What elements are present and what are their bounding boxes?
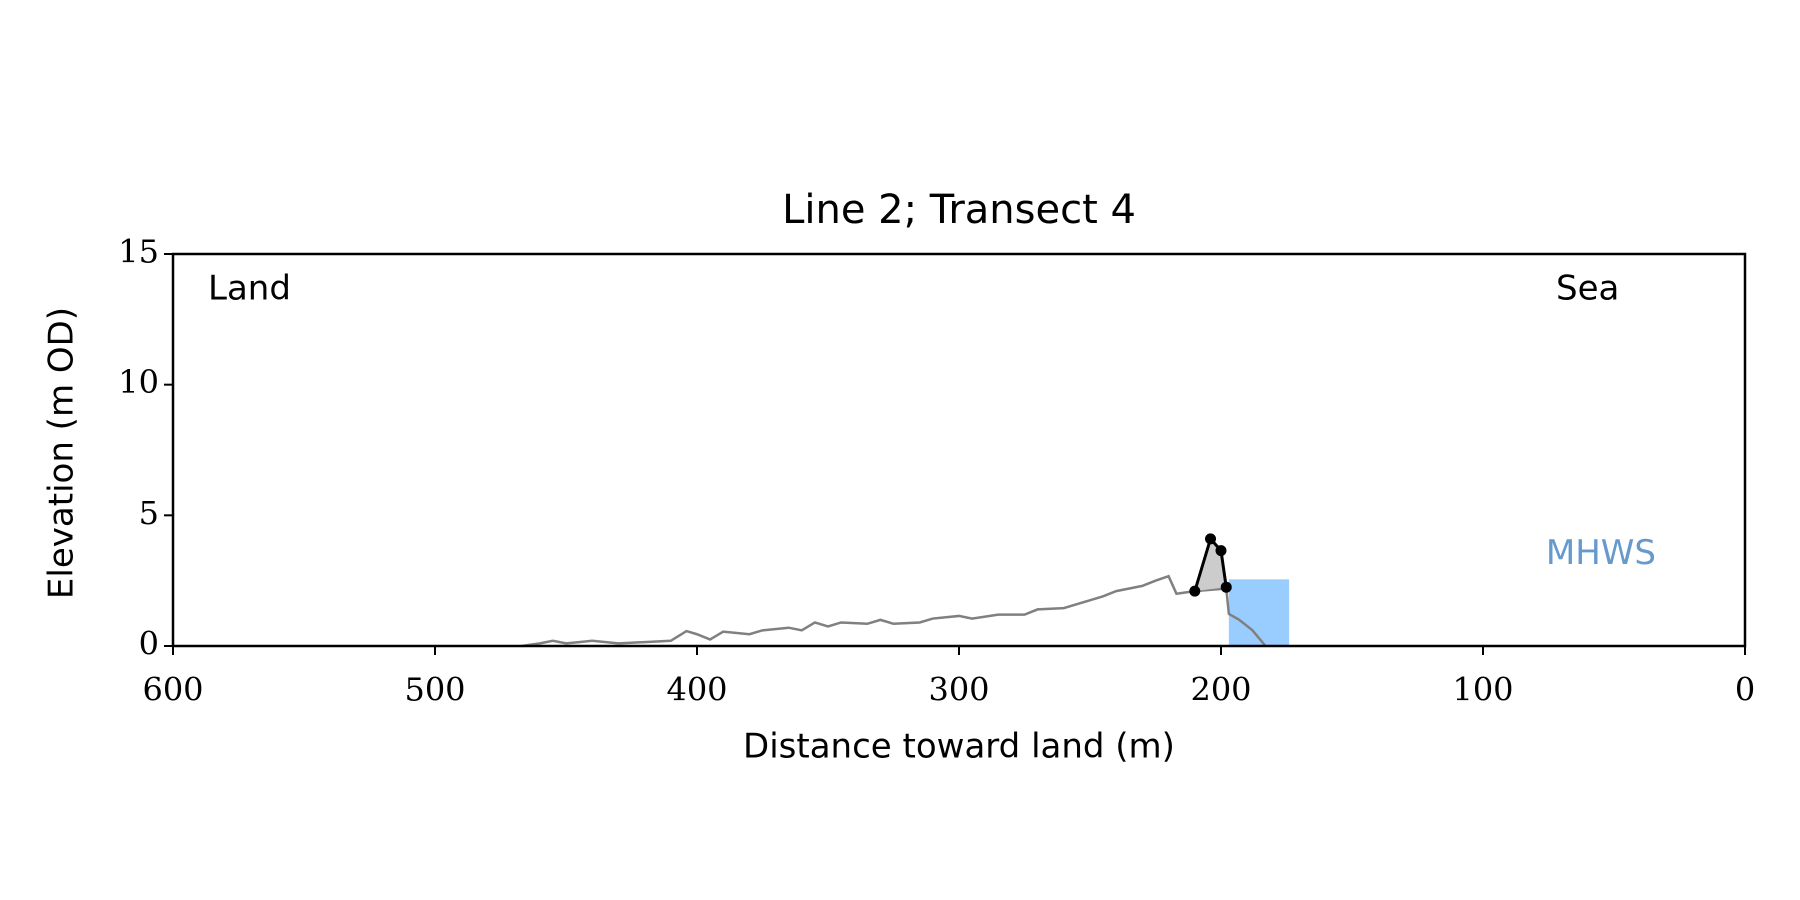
point-marker xyxy=(1189,585,1201,597)
profile-line xyxy=(1193,535,1228,592)
mhws-label: MHWS xyxy=(1546,533,1656,573)
x-tick-label: 0 xyxy=(1735,671,1755,709)
land-annotation: Land xyxy=(208,269,291,309)
x-tick-label: 300 xyxy=(928,671,989,709)
y-tick-label: 10 xyxy=(118,363,159,401)
x-tick-label: 200 xyxy=(1190,671,1251,709)
x-tick-label: 100 xyxy=(1452,671,1513,709)
y-axis-label: Elevation (m OD) xyxy=(42,307,82,599)
y-tick-label: 0 xyxy=(139,625,159,663)
x-tick-label: 500 xyxy=(404,671,465,709)
x-tick-label: 600 xyxy=(142,671,203,709)
mhws-area xyxy=(1228,579,1290,646)
y-tick-label: 5 xyxy=(139,494,159,532)
point-marker xyxy=(1220,581,1232,593)
sea-annotation: Sea xyxy=(1556,269,1619,309)
point-marker xyxy=(1205,533,1217,545)
point-marker xyxy=(1215,545,1227,557)
plot-frame xyxy=(171,252,1747,648)
x-tick-label: 400 xyxy=(666,671,727,709)
y-tick-label: 15 xyxy=(118,233,159,271)
x-axis-label: Distance toward land (m) xyxy=(743,727,1175,767)
profile-line xyxy=(521,574,1267,648)
chart-title: Line 2; Transect 4 xyxy=(782,187,1136,233)
